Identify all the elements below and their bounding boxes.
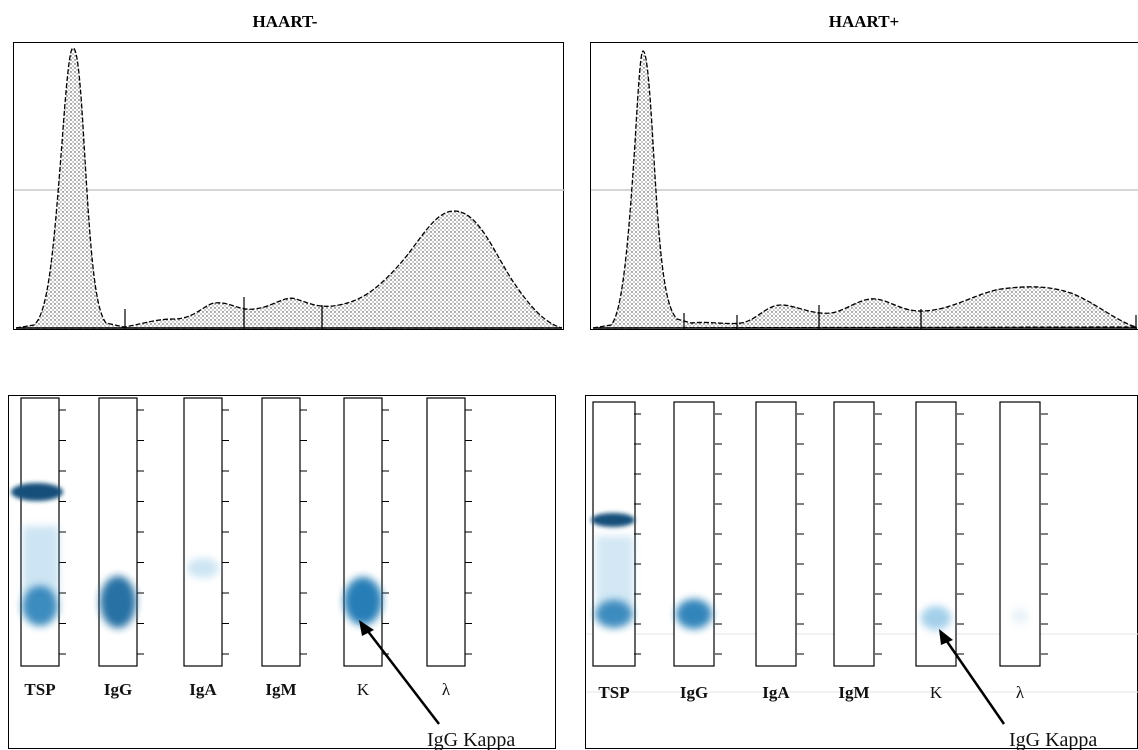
tsp-gamma-band xyxy=(22,586,58,626)
tsp-gamma-band xyxy=(595,600,633,628)
tick-marks xyxy=(59,409,472,655)
lane-label-igm: IgM xyxy=(265,680,296,699)
lane-labels: TSP IgG IgA IgM K λ xyxy=(598,683,1024,702)
lane-labels: TSP IgG IgA IgM K λ xyxy=(24,680,450,699)
tsp-albumin-band xyxy=(591,513,635,527)
lane-label-igm: IgM xyxy=(838,683,869,702)
lane-label-kappa: K xyxy=(930,683,943,702)
kappa-band xyxy=(344,577,382,625)
lane-igm xyxy=(261,397,301,667)
immunofixation-panel-haart-neg: TSP IgG IgA IgM K λ IgG Kappa xyxy=(8,395,556,750)
iga-band xyxy=(187,558,219,578)
gel-lanes xyxy=(592,401,1041,667)
igg-band xyxy=(676,599,712,629)
lane-label-igg: IgG xyxy=(104,680,132,699)
lane-lambda xyxy=(999,401,1041,667)
densitometry-panel-haart-pos xyxy=(590,42,1138,330)
lane-iga xyxy=(755,401,797,667)
lane-label-kappa: K xyxy=(357,680,370,699)
immunofixation-gel-haart-pos: TSP IgG IgA IgM K λ IgG Kappa xyxy=(586,401,1138,750)
callout-label: IgG Kappa xyxy=(427,729,515,750)
lane-label-lambda: λ xyxy=(1016,683,1025,702)
lane-lambda xyxy=(426,397,466,667)
immunofixation-panel-haart-pos: TSP IgG IgA IgM K λ IgG Kappa xyxy=(585,395,1138,750)
lane-iga xyxy=(183,397,223,667)
lambda-faint-band xyxy=(1012,608,1028,624)
lane-label-iga: IgA xyxy=(762,683,790,702)
densitometry-curve xyxy=(15,47,563,329)
tsp-smear-band xyxy=(596,536,634,606)
fraction-markers xyxy=(124,297,323,329)
panel-title-haart-neg: HAART- xyxy=(252,12,318,31)
tsp-albumin-band xyxy=(11,483,63,501)
protein-bands xyxy=(11,483,382,628)
callout-arrow xyxy=(359,620,440,725)
lane-label-tsp: TSP xyxy=(24,680,55,699)
panel-title-haart-pos: HAART+ xyxy=(828,12,900,31)
gel-lanes xyxy=(20,397,466,667)
densitometry-graph-haart-pos xyxy=(591,50,1138,329)
densitometry-panel-haart-neg xyxy=(13,42,565,330)
tsp-smear-band xyxy=(23,526,59,596)
immunofixation-gel-haart-neg: TSP IgG IgA IgM K λ IgG Kappa xyxy=(11,397,515,750)
lane-igm xyxy=(833,401,875,667)
densitometry-curve xyxy=(592,50,1137,329)
tick-marks xyxy=(634,413,1048,655)
lane-label-tsp: TSP xyxy=(598,683,629,702)
lane-label-iga: IgA xyxy=(189,680,217,699)
kappa-band xyxy=(921,606,951,630)
igg-band xyxy=(100,576,136,628)
densitometry-graph-haart-neg xyxy=(14,47,565,329)
lane-label-igg: IgG xyxy=(680,683,708,702)
protein-bands xyxy=(591,513,1028,630)
callout-label: IgG Kappa xyxy=(1009,729,1097,750)
lane-label-lambda: λ xyxy=(442,680,451,699)
fraction-markers xyxy=(683,305,1137,329)
callout-arrow xyxy=(939,629,1006,725)
